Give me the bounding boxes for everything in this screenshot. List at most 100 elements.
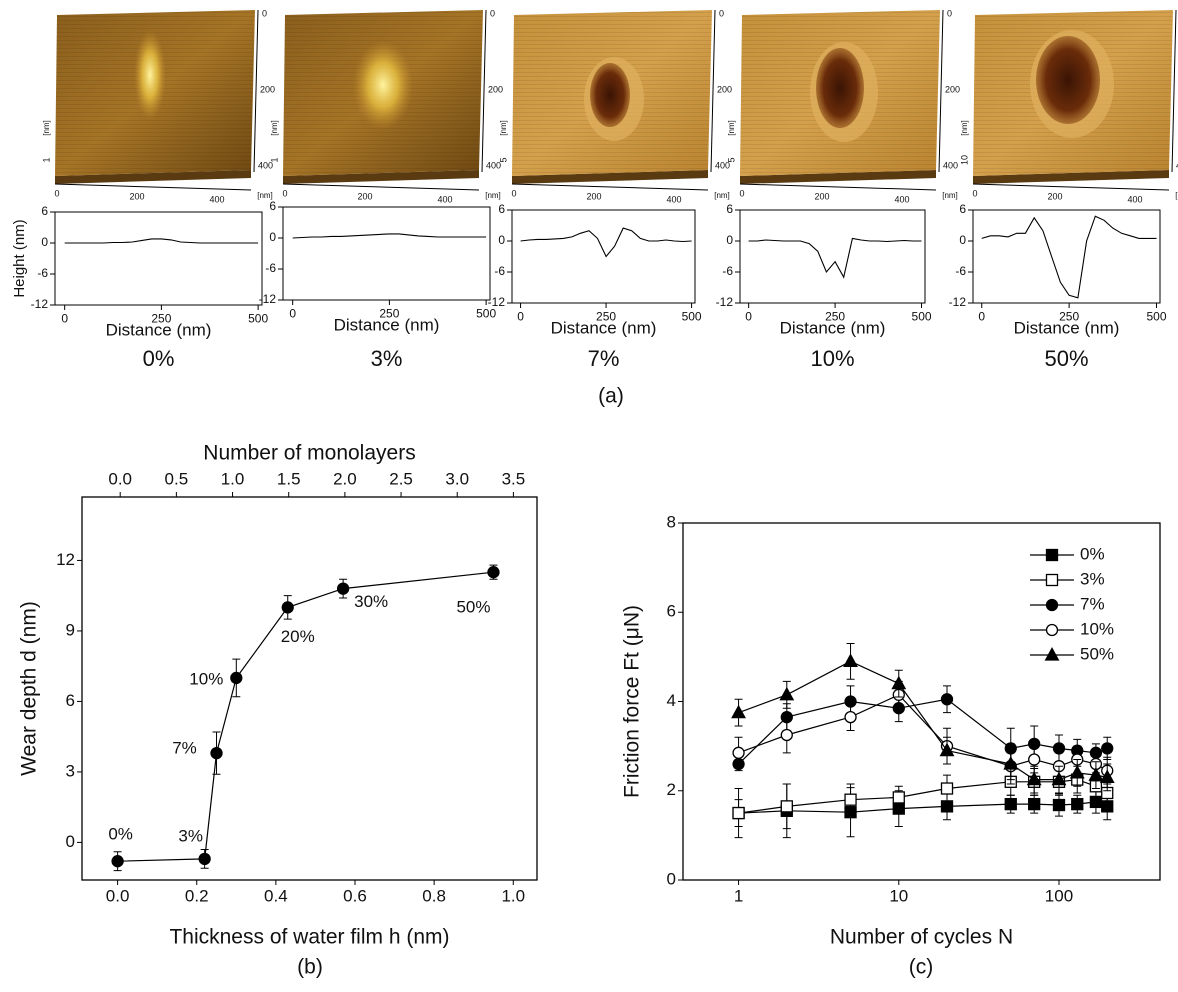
x-tick-label: 250 xyxy=(1059,309,1079,323)
y-tick-label: -6 xyxy=(265,261,276,275)
x-tick-label: 100 xyxy=(1045,887,1073,906)
x-tick-label: 0.2 xyxy=(185,887,209,906)
y-tick-label: 6 xyxy=(66,691,75,710)
afm-z-unit: [nm] xyxy=(727,120,736,136)
afm-axis xyxy=(253,9,259,173)
afm-x-unit: [nm] xyxy=(942,191,958,200)
x-tick-label: 0 xyxy=(978,309,985,323)
afm-y-tick-label: 200 xyxy=(945,84,960,94)
marker xyxy=(281,601,294,614)
y-tick-label: 0 xyxy=(269,230,276,244)
marker xyxy=(780,728,793,742)
marker xyxy=(230,671,243,685)
point-label: 20% xyxy=(281,627,315,646)
afm-bump xyxy=(353,40,413,130)
afm-y-tick-label: 400 xyxy=(1176,160,1178,170)
afm-z-unit: [nm] xyxy=(960,120,969,136)
x2-tick-label: 0.5 xyxy=(165,469,189,488)
afm-axis xyxy=(54,183,252,191)
data-line xyxy=(738,694,1108,772)
plot-frame xyxy=(972,209,1161,304)
x-axis-label: Distance (nm) xyxy=(551,318,657,337)
x-tick-label: 500 xyxy=(1146,309,1166,323)
x-tick-label: 500 xyxy=(682,309,702,323)
afm-z-tick-label: 1 xyxy=(269,157,279,162)
y-tick-label: 6 xyxy=(269,199,276,213)
point-label: 50% xyxy=(456,598,490,617)
y-tick-label: 6 xyxy=(726,202,733,216)
marker xyxy=(1101,742,1114,755)
marker xyxy=(1052,742,1066,755)
plot-frame xyxy=(282,206,491,301)
marker xyxy=(731,704,746,719)
data-line xyxy=(520,227,692,258)
marker xyxy=(732,746,745,759)
afm-x-tick-label: 200 xyxy=(814,191,829,201)
y-tick-label: 2 xyxy=(667,780,676,799)
y-axis-label: Wear depth d (nm) xyxy=(18,601,41,776)
x2-tick-label: 3.5 xyxy=(502,469,526,488)
y-tick-label: 6 xyxy=(667,602,676,621)
afm-y-tick-label: 200 xyxy=(717,84,732,94)
marker xyxy=(940,800,954,813)
afm-x-tick-label: 400 xyxy=(666,194,681,204)
afm-y-tick-label: 200 xyxy=(260,84,275,94)
data-line xyxy=(748,237,922,279)
panel-label: (c) xyxy=(909,956,934,979)
afm-z-tick-label: 5 xyxy=(498,157,508,162)
afm-axis xyxy=(938,9,944,173)
x-axis-label: Number of cycles N xyxy=(830,926,1013,949)
x-tick-label: 0 xyxy=(517,309,524,323)
x-tick-label: 250 xyxy=(151,311,171,325)
afm-side xyxy=(283,170,479,184)
y-tick-label: -12 xyxy=(949,295,967,309)
y-tick-label: 4 xyxy=(667,691,676,710)
legend-label: 3% xyxy=(1080,569,1105,588)
afm-y-tick-label: 0 xyxy=(262,8,267,18)
afm-z-tick-label: 1 xyxy=(41,157,51,162)
marker xyxy=(210,746,223,760)
x-tick-label: 0 xyxy=(745,309,752,323)
marker xyxy=(940,693,954,706)
marker xyxy=(1099,769,1115,783)
afm-axis xyxy=(282,183,480,191)
legend-label: 10% xyxy=(1080,619,1114,638)
afm-y-tick-label: 200 xyxy=(488,84,503,94)
y-tick-label: -12 xyxy=(488,295,506,309)
marker xyxy=(1003,756,1019,770)
legend-marker xyxy=(1045,623,1059,637)
afm-x-tick-label: 0 xyxy=(54,188,59,198)
y-tick-label: 6 xyxy=(498,202,505,216)
marker xyxy=(1026,771,1042,786)
afm-x-tick-label: 0 xyxy=(511,188,516,198)
afm-axis xyxy=(972,183,1170,191)
plot-frame xyxy=(54,211,263,306)
afm-x-unit: [nm] xyxy=(485,191,501,200)
marker xyxy=(1052,798,1066,812)
x-tick-label: 1.0 xyxy=(501,887,525,906)
afm-y-tick-label: 0 xyxy=(719,8,724,18)
afm-x-tick-label: 200 xyxy=(1047,191,1062,201)
marker xyxy=(844,793,857,806)
afm-axis xyxy=(481,9,487,173)
y-tick-label: -12 xyxy=(259,292,277,306)
y-tick-label: -6 xyxy=(955,264,966,278)
plot-frame xyxy=(511,209,696,304)
afm-pit xyxy=(1036,36,1100,124)
x2-axis-label: Number of monolayers xyxy=(203,442,415,465)
afm-y-tick-label: 400 xyxy=(715,160,730,170)
afm-z-unit: [nm] xyxy=(499,120,508,136)
marker xyxy=(940,782,954,795)
y-axis-label: Friction force Ft (μN) xyxy=(621,605,644,798)
y-tick-label: 6 xyxy=(41,204,48,218)
afm-pit xyxy=(816,48,864,128)
afm-y-tick-label: 400 xyxy=(258,160,273,170)
y-tick-label: 8 xyxy=(667,512,676,531)
afm-axis xyxy=(710,9,716,173)
x-tick-label: 0.0 xyxy=(106,887,130,906)
marker xyxy=(1088,767,1104,781)
afm-z-tick-label: 10 xyxy=(959,155,969,165)
panel-label: (a) xyxy=(598,385,624,408)
afm-x-unit: [nm] xyxy=(1175,191,1178,200)
afm-x-tick-label: 0 xyxy=(282,188,287,198)
